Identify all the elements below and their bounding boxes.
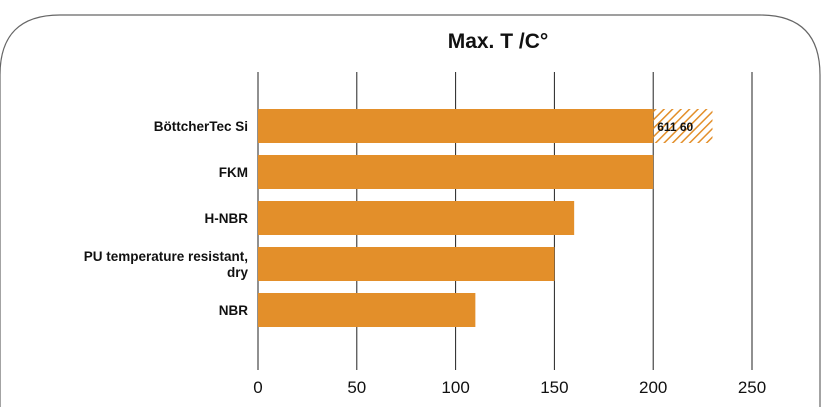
extension-label: 611 60 [657, 120, 693, 134]
bar-1 [258, 155, 654, 189]
chart-border [0, 14, 821, 407]
x-tick-label-150: 150 [540, 378, 568, 397]
bar-0 [258, 109, 654, 143]
x-tick-label-50: 50 [347, 378, 366, 397]
bar-4 [258, 293, 476, 327]
x-tick-label-0: 0 [253, 378, 262, 397]
x-tick-label-250: 250 [738, 378, 766, 397]
category-label-3-line-1: dry [227, 265, 249, 280]
x-tick-label-100: 100 [441, 378, 469, 397]
category-label-3-line-0: PU temperature resistant, [84, 249, 248, 264]
x-tick-labels: 0 50 100 150 200 250 [253, 378, 766, 397]
bar-3 [258, 247, 555, 281]
category-label-4: NBR [219, 303, 248, 318]
bar-2 [258, 201, 575, 235]
category-label-2: H-NBR [205, 211, 249, 226]
bars: 611 60 [258, 109, 713, 327]
category-label-1: FKM [219, 165, 248, 180]
bar-extension-hatched [653, 109, 713, 143]
chart-title: Max. T /C° [448, 30, 549, 53]
x-tick-label-200: 200 [639, 378, 667, 397]
category-label-0: BöttcherTec Si [154, 119, 248, 134]
category-labels: BöttcherTec Si FKM H-NBR PU temperature res… [84, 119, 249, 318]
